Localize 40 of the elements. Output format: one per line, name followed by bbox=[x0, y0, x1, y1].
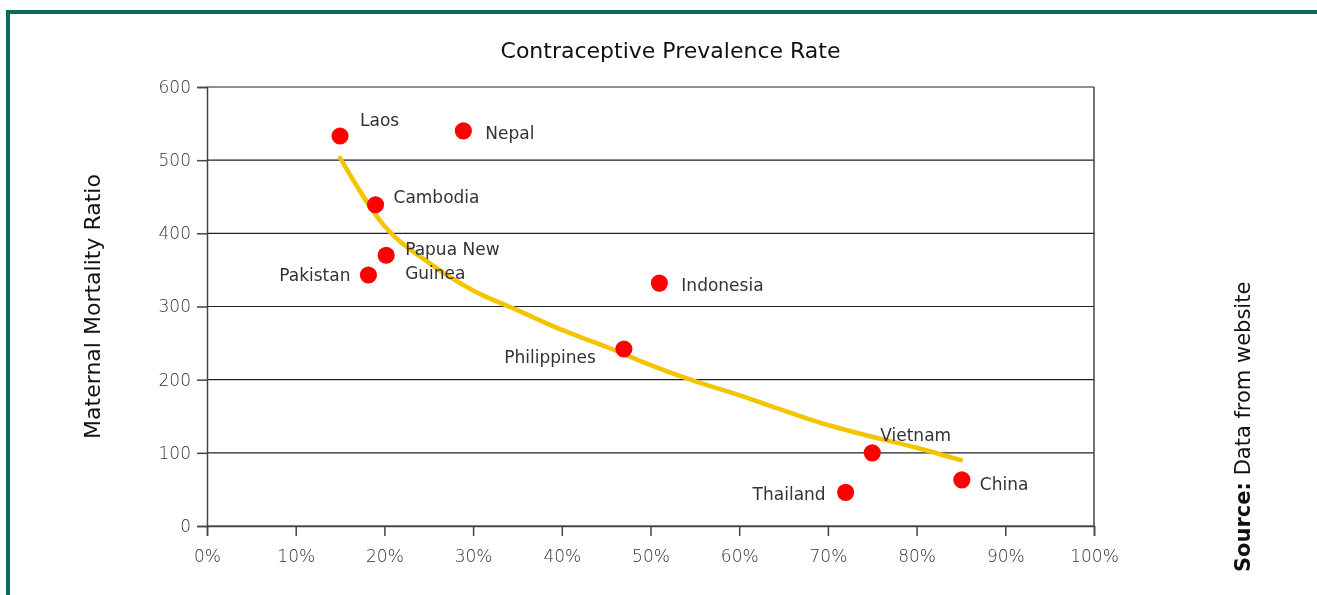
x-tick-label: 40% bbox=[543, 546, 582, 567]
x-tick-label: 60% bbox=[720, 546, 759, 567]
x-tick-label: 0% bbox=[194, 546, 221, 567]
y-axis-title: Maternal Mortality Ratio bbox=[80, 174, 105, 439]
point bbox=[331, 127, 349, 145]
x-tick-label: 100% bbox=[1070, 546, 1119, 567]
source-note: Source: Data from website bbox=[1231, 281, 1255, 572]
x-tick-label: 10% bbox=[277, 546, 316, 567]
annotation: China bbox=[979, 473, 1029, 494]
point bbox=[366, 196, 385, 214]
x-tick-label: 30% bbox=[454, 546, 493, 567]
point bbox=[615, 340, 633, 358]
annotation: Indonesia bbox=[681, 275, 764, 296]
y-tick-label: 200 bbox=[158, 369, 191, 390]
annotation: Philippines bbox=[504, 346, 597, 367]
y-tick-label: 500 bbox=[158, 150, 191, 171]
x-tick-label: 90% bbox=[986, 546, 1025, 567]
annotation: Thailand bbox=[751, 484, 826, 505]
y-tick-label: 300 bbox=[158, 296, 191, 317]
point bbox=[837, 483, 855, 501]
annotation: Laos bbox=[360, 110, 400, 131]
x-tick-label: 80% bbox=[898, 546, 936, 567]
x-tick-label: 70% bbox=[809, 546, 848, 567]
y-tick-label: 0 bbox=[180, 515, 191, 536]
point bbox=[863, 444, 881, 462]
chart-title: Contraceptive Prevalence Rate bbox=[500, 38, 841, 63]
y-tick-label: 600 bbox=[158, 76, 191, 97]
point bbox=[359, 266, 377, 284]
point bbox=[377, 246, 395, 264]
annotation: Cambodia bbox=[393, 186, 480, 207]
point bbox=[953, 471, 971, 489]
point bbox=[650, 274, 668, 292]
annotation: Pakistan bbox=[279, 265, 351, 286]
annotation: Vietnam bbox=[880, 424, 952, 445]
annotation: Nepal bbox=[485, 122, 535, 143]
point bbox=[454, 122, 472, 140]
y-tick-label: 400 bbox=[158, 223, 191, 244]
x-tick-label: 50% bbox=[632, 546, 670, 567]
x-tick-label: 20% bbox=[366, 546, 404, 567]
y-tick-label: 100 bbox=[158, 442, 191, 463]
